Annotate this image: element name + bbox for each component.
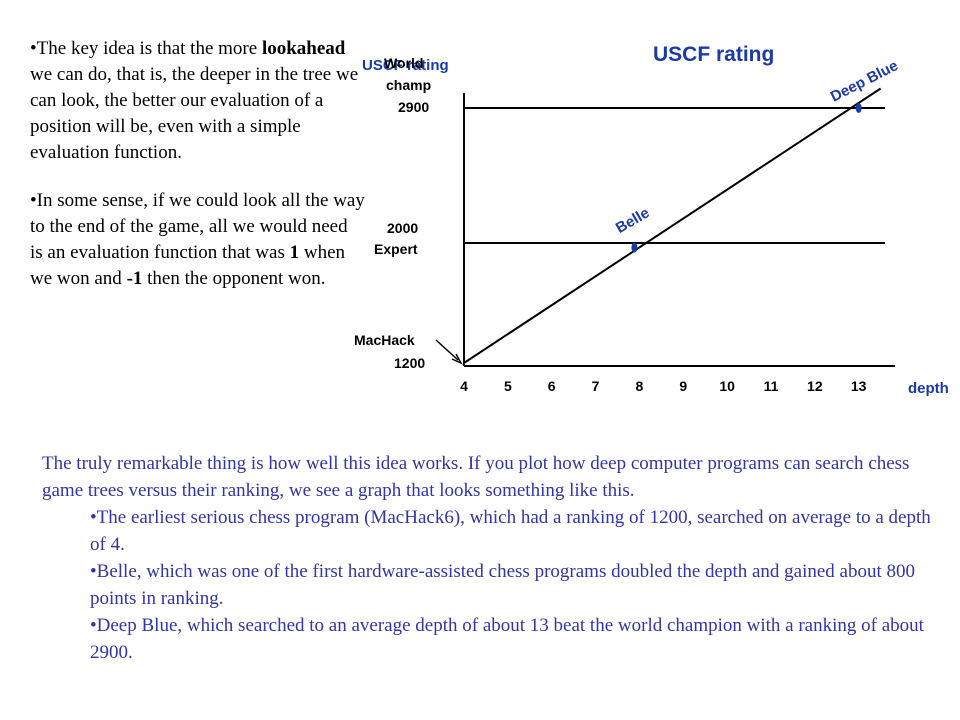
- reference-label: Expert: [374, 241, 418, 257]
- machack-arrowhead: [451, 353, 463, 365]
- bullet-machack: •The earliest serious chess program (Mac…: [90, 507, 931, 555]
- explanation-bullets: •The earliest serious chess program (Mac…: [42, 504, 942, 666]
- x-tick-label: 8: [636, 378, 644, 394]
- machack-arrow: [435, 339, 459, 361]
- axes: [463, 93, 895, 367]
- reference-lines: World champ 2900 2000 Expert: [374, 55, 885, 257]
- explanation-block: The truly remarkable thing is how well t…: [42, 450, 942, 666]
- reference-label: World: [384, 55, 423, 71]
- left-bullet-list: •The key idea is that the more lookahead…: [30, 36, 365, 314]
- reference-label: 2900: [398, 99, 429, 115]
- x-tick-labels: 4 5 6 7 8 9 10 11 12 13: [460, 378, 867, 394]
- x-tick-label: 4: [460, 378, 468, 394]
- belle-label: Belle: [613, 204, 653, 237]
- x-tick-label: 12: [807, 378, 823, 394]
- rating-vs-depth-chart: USCF rating USCF rating depth World champ…: [354, 43, 949, 397]
- x-tick-label: 6: [548, 378, 556, 394]
- machack-label: MacHack: [354, 332, 415, 348]
- bullet-belle: •Belle, which was one of the first hardw…: [90, 561, 916, 609]
- bullet-lookahead: •The key idea is that the more lookahead…: [30, 38, 359, 163]
- y-axis-title: USCF rating: [362, 57, 449, 74]
- deep-blue-marker: [855, 103, 862, 113]
- reference-label: champ: [386, 77, 431, 93]
- belle-marker: [631, 242, 638, 253]
- bold-lookahead: lookahead: [261, 38, 346, 59]
- chart-title: USCF rating: [653, 43, 774, 66]
- intro-paragraph: The truly remarkable thing is how well t…: [42, 453, 910, 501]
- x-axis-title: depth: [908, 380, 949, 397]
- series: [463, 87, 882, 364]
- bullet-end-of-game: •In some sense, if we could look all the…: [30, 190, 365, 289]
- machack-rating-label: 1200: [394, 355, 425, 371]
- x-tick-label: 10: [719, 378, 735, 394]
- x-tick-label: 5: [504, 378, 512, 394]
- reference-label: 2000: [387, 220, 418, 236]
- x-tick-label: 9: [679, 378, 687, 394]
- trend-line: [463, 87, 882, 364]
- x-tick-label: 13: [851, 378, 867, 394]
- x-tick-label: 7: [592, 378, 600, 394]
- x-tick-label: 11: [764, 378, 779, 394]
- bullet-deep-blue: •Deep Blue, which searched to an average…: [90, 615, 924, 663]
